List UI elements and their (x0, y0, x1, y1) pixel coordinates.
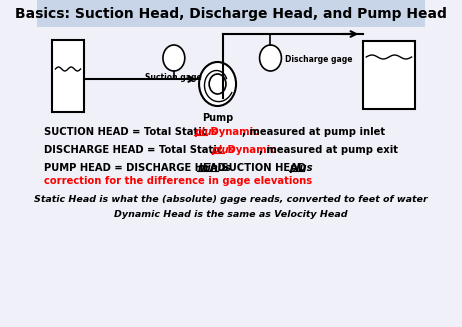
Text: Dynamic: Dynamic (207, 127, 260, 137)
Text: , measured at pump exit: , measured at pump exit (259, 145, 398, 155)
Text: Suction gage: Suction gage (146, 73, 202, 82)
Text: PUMP HEAD = DISCHARGE HEAD: PUMP HEAD = DISCHARGE HEAD (43, 163, 229, 173)
Text: plus: plus (289, 163, 313, 173)
Text: Dynamic: Dynamic (224, 145, 276, 155)
Circle shape (163, 45, 185, 71)
Text: SUCTION HEAD = Total Static: SUCTION HEAD = Total Static (43, 127, 211, 137)
Text: correction for the difference in gage elevations: correction for the difference in gage el… (43, 176, 312, 186)
Bar (52, 40, 84, 112)
Circle shape (199, 62, 236, 106)
Text: Basics: Suction Head, Discharge Head, and Pump Head: Basics: Suction Head, Discharge Head, an… (15, 7, 447, 21)
Text: , measured at pump inlet: , measured at pump inlet (242, 127, 385, 137)
Text: Pump: Pump (202, 113, 233, 123)
Circle shape (260, 45, 281, 71)
Text: Dynamic Head is the same as Velocity Head: Dynamic Head is the same as Velocity Hea… (114, 210, 348, 219)
Text: plus: plus (194, 127, 218, 137)
Text: DISCHARGE HEAD = Total Static: DISCHARGE HEAD = Total Static (43, 145, 226, 155)
Text: plus: plus (211, 145, 234, 155)
Text: Static Head is what the (absolute) gage reads, converted to feet of water: Static Head is what the (absolute) gage … (34, 195, 428, 204)
Circle shape (209, 74, 226, 94)
Text: Discharge gage: Discharge gage (285, 55, 352, 63)
Bar (363, 41, 415, 109)
Text: minus: minus (197, 163, 231, 173)
FancyBboxPatch shape (37, 0, 425, 27)
Text: SUCTION HEAD: SUCTION HEAD (218, 163, 309, 173)
